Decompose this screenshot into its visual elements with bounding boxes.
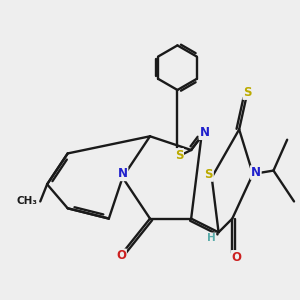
Text: S: S bbox=[175, 149, 183, 162]
Text: CH₃: CH₃ bbox=[16, 196, 37, 206]
Text: N: N bbox=[118, 167, 128, 180]
Text: O: O bbox=[232, 251, 242, 264]
Text: S: S bbox=[243, 86, 252, 99]
Text: N: N bbox=[200, 126, 209, 139]
Text: N: N bbox=[251, 166, 261, 179]
Text: O: O bbox=[116, 249, 126, 262]
Text: S: S bbox=[205, 168, 213, 181]
Text: H: H bbox=[207, 233, 215, 243]
